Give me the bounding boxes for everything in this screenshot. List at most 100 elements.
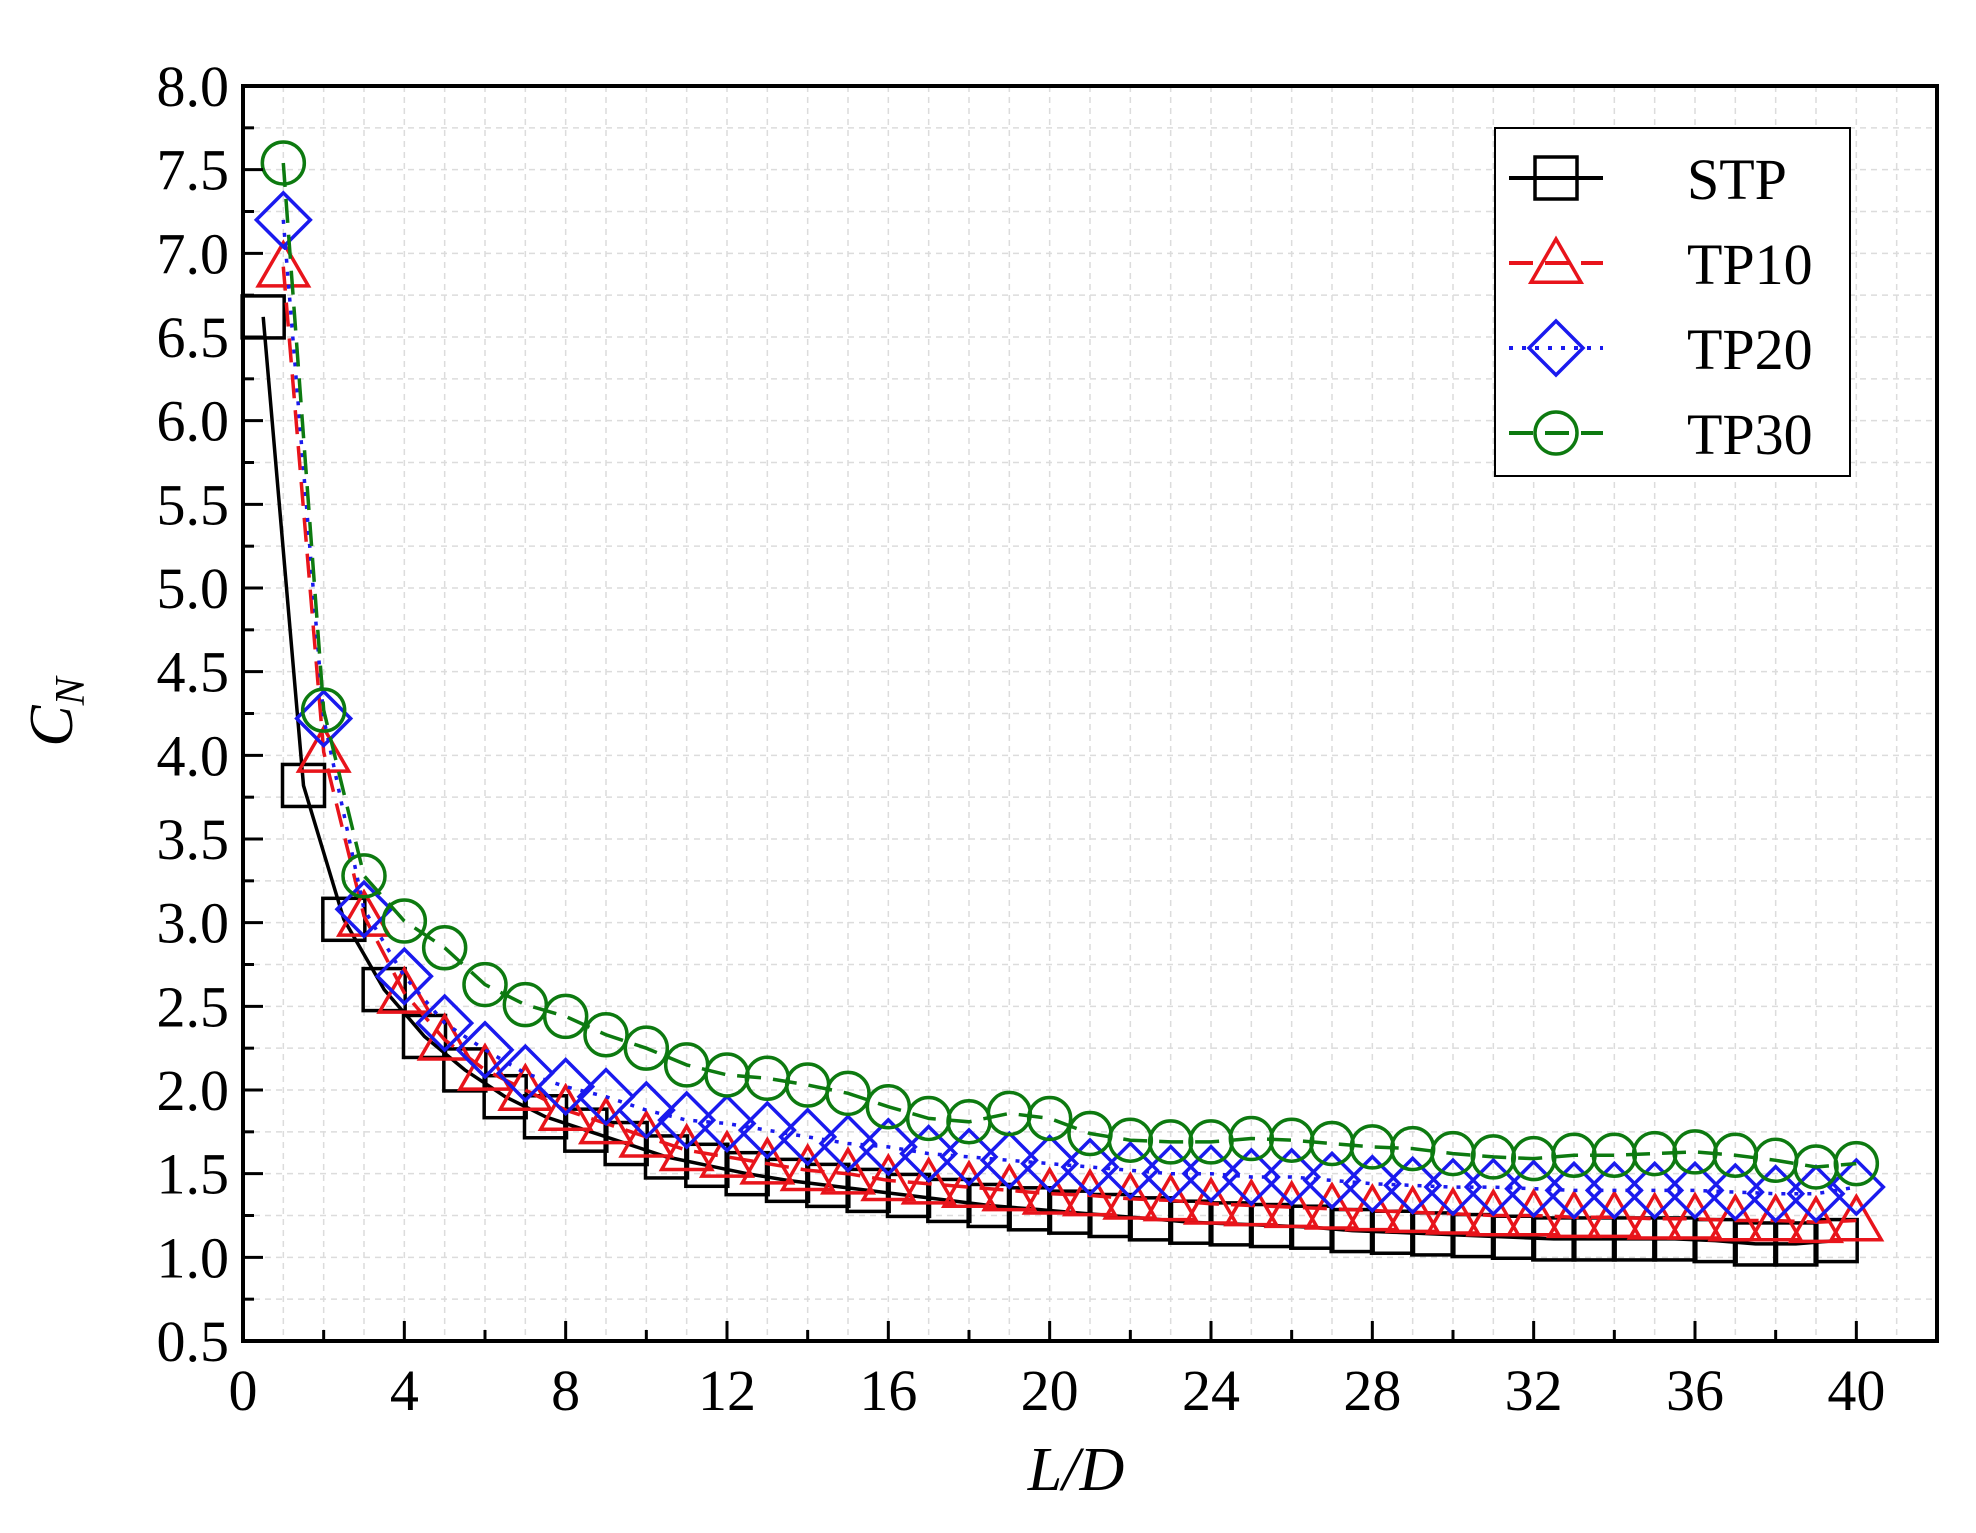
- data-point-tp20: [1584, 1160, 1644, 1220]
- data-point-tp10: [1666, 1191, 1724, 1240]
- series-tp10: [255, 239, 1885, 1244]
- data-point-tp10: [295, 724, 352, 773]
- y-tick-label: 6.5: [157, 305, 230, 370]
- y-tick-label: 4.5: [157, 640, 230, 705]
- x-tick-label: 24: [1182, 1358, 1240, 1423]
- data-point-tp20: [536, 1057, 596, 1117]
- data-point-tp20: [294, 689, 354, 748]
- data-point-tp20: [1544, 1160, 1604, 1220]
- data-point-tp10: [255, 239, 312, 288]
- legend-box: [1494, 127, 1851, 477]
- data-point-tp20: [415, 993, 475, 1053]
- legend: STP TP10 TP20 TP30: [1494, 127, 1851, 477]
- data-point-tp20: [253, 190, 313, 250]
- data-point-tp20: [1383, 1155, 1443, 1215]
- y-tick-label: 2.0: [157, 1058, 230, 1123]
- x-tick-label: 16: [859, 1358, 917, 1423]
- data-point-tp20: [1746, 1164, 1806, 1224]
- data-point-tp20: [1342, 1154, 1402, 1214]
- x-tick-label: 28: [1343, 1358, 1401, 1423]
- data-point-tp20: [858, 1117, 918, 1177]
- y-tick-label: 3.5: [157, 807, 230, 872]
- data-point-tp20: [495, 1043, 555, 1103]
- data-point-tp20: [374, 946, 434, 1006]
- data-point-tp20: [1463, 1157, 1523, 1217]
- x-tick-label: 32: [1505, 1358, 1563, 1423]
- data-point-tp10: [1424, 1186, 1482, 1235]
- y-tick-label: 2.5: [157, 974, 230, 1039]
- x-tick-label: 36: [1666, 1358, 1724, 1423]
- data-point-tp20: [1262, 1147, 1322, 1207]
- y-tick-label: 5.0: [157, 556, 230, 621]
- data-point-tp10: [1787, 1194, 1845, 1244]
- data-point-tp20: [1221, 1147, 1281, 1207]
- data-point-tp30: [381, 898, 428, 944]
- y-tick-label: 7.0: [157, 221, 230, 286]
- data-point-tp10: [1747, 1193, 1804, 1242]
- legend-marker-tp20: [1526, 318, 1586, 378]
- data-point-tp30: [1026, 1095, 1073, 1142]
- data-point-tp20: [1705, 1162, 1765, 1222]
- data-point-tp30: [421, 925, 468, 971]
- data-point-tp20: [737, 1100, 797, 1160]
- data-point-tp10: [1505, 1188, 1562, 1237]
- y-axis-label-main: C: [18, 705, 86, 747]
- data-point-tp10: [739, 1136, 796, 1185]
- data-point-tp10: [1303, 1181, 1361, 1230]
- data-point-tp30: [260, 140, 307, 186]
- data-point-tp20: [818, 1114, 878, 1174]
- data-point-tp20: [1423, 1157, 1483, 1217]
- data-point-tp30: [462, 961, 508, 1008]
- data-point-tp20: [939, 1127, 999, 1187]
- data-point-tp20: [1665, 1160, 1725, 1220]
- x-tick-label: 20: [1021, 1358, 1079, 1423]
- data-point-tp30: [623, 1025, 670, 1071]
- data-point-tp10: [658, 1122, 715, 1172]
- legend-label-tp30: TP30: [1687, 402, 1813, 467]
- data-point-tp20: [576, 1067, 636, 1127]
- data-point-tp10: [860, 1152, 917, 1202]
- data-point-tp10: [940, 1159, 998, 1209]
- data-point-tp10: [981, 1162, 1038, 1212]
- data-point-tp30: [825, 1070, 871, 1117]
- y-tick-label: 8.0: [157, 54, 230, 119]
- data-point-tp10: [1223, 1177, 1280, 1227]
- axes: 0 4 8 12 16 20 24 28 32 36 40 0.5 1.0 1.5 2.0 2.5 3.0 3.5…: [157, 54, 1939, 1423]
- legend-label-tp20: TP20: [1687, 317, 1813, 382]
- data-point-tp10: [1344, 1182, 1401, 1232]
- legend-marker-tp30: [1533, 410, 1579, 456]
- data-point-tp20: [1060, 1137, 1120, 1197]
- data-point-tp20: [616, 1080, 676, 1140]
- data-point-tp10: [1545, 1189, 1603, 1239]
- data-point-tp10: [456, 1042, 514, 1091]
- data-point-tp20: [657, 1090, 717, 1150]
- data-point-tp20: [697, 1093, 757, 1153]
- data-point-tp10: [1384, 1184, 1441, 1234]
- y-axis-label-sub: N: [48, 675, 94, 706]
- x-tick-label: 0: [229, 1358, 258, 1423]
- x-tick-label: 8: [551, 1358, 580, 1423]
- y-axis-label: CN: [18, 675, 94, 746]
- data-point-tp10: [1586, 1189, 1643, 1239]
- data-point-tp20: [1141, 1144, 1201, 1204]
- data-point-tp10: [537, 1082, 594, 1132]
- y-tick-label: 1.0: [157, 1225, 230, 1290]
- legend-marker-stp: [1533, 155, 1579, 201]
- legend-marker-tp10: [1527, 235, 1585, 284]
- data-point-tp10: [1828, 1193, 1885, 1242]
- data-point-tp20: [1181, 1144, 1241, 1204]
- data-point-tp10: [1061, 1167, 1119, 1217]
- y-tick-label: 3.0: [157, 891, 230, 956]
- data-point-tp10: [819, 1146, 877, 1195]
- y-tick-label: 0.5: [157, 1309, 230, 1374]
- data-point-tp30: [341, 853, 387, 899]
- data-point-tp10: [698, 1129, 756, 1178]
- legend-label-stp: STP: [1687, 147, 1787, 212]
- data-point-tp10: [1182, 1176, 1240, 1225]
- data-point-tp20: [334, 879, 394, 939]
- series-tp30: [260, 140, 1880, 1190]
- data-point-tp10: [1102, 1171, 1159, 1220]
- y-tick-label: 1.5: [157, 1142, 230, 1207]
- data-point-tp20: [1020, 1134, 1080, 1194]
